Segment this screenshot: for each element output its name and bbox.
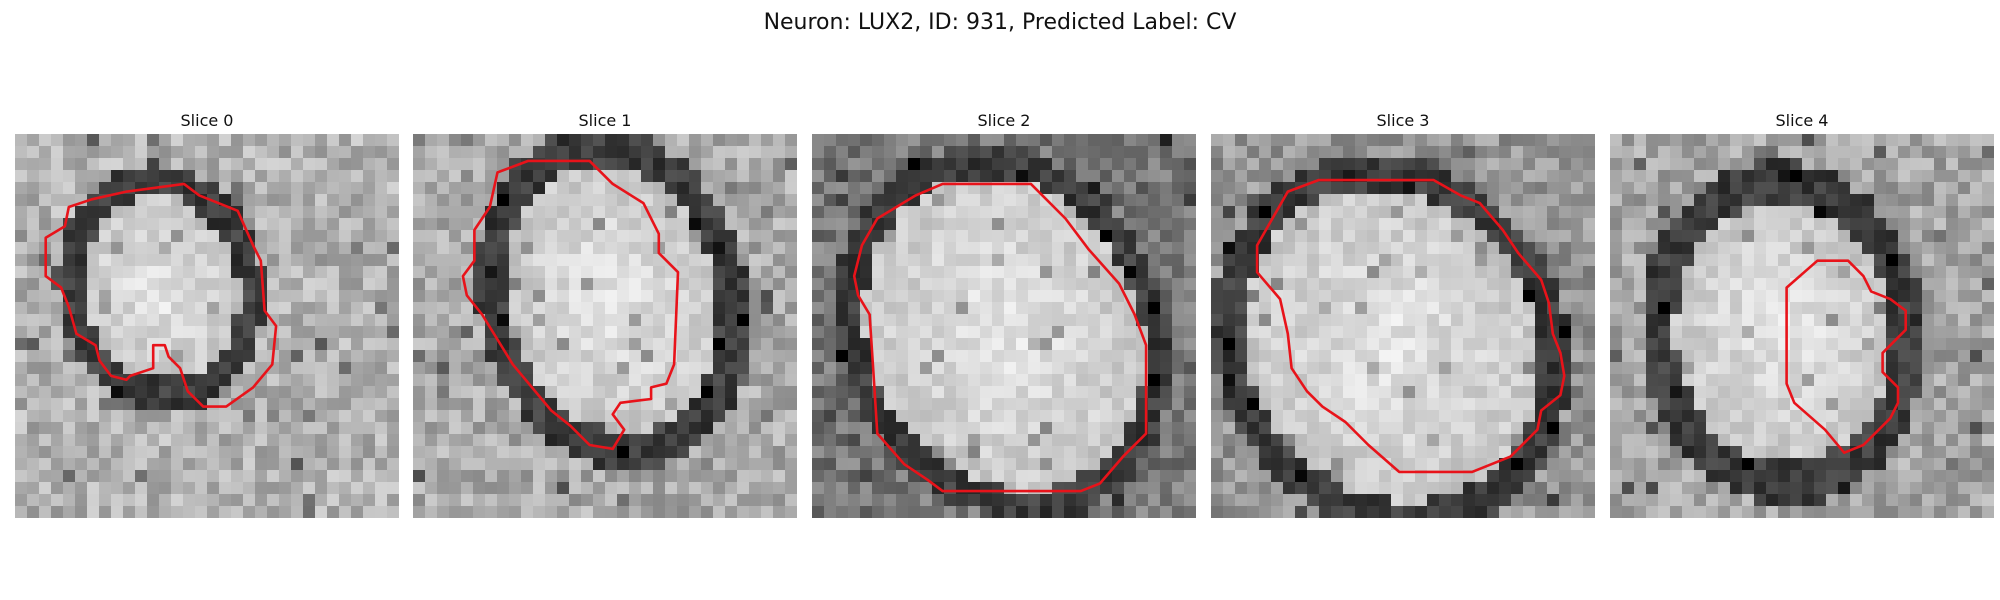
segmentation-contour	[461, 159, 680, 451]
microscopy-image	[1211, 134, 1595, 518]
figure-title: Neuron: LUX2, ID: 931, Predicted Label: …	[763, 10, 1237, 35]
slice-title: Slice 0	[180, 111, 234, 130]
slice-panel: Slice 0	[15, 108, 399, 520]
segmentation-contour	[1255, 178, 1566, 474]
microscopy-image	[413, 134, 797, 518]
slice-panel: Slice 3	[1211, 108, 1595, 520]
microscopy-image	[15, 134, 399, 518]
segmentation-contour	[1785, 259, 1908, 455]
segmentation-contour	[44, 182, 278, 408]
slice-title: Slice 3	[1376, 111, 1430, 130]
slice-panel: Slice 2	[812, 108, 1196, 520]
slice-title: Slice 4	[1775, 111, 1829, 130]
segmentation-contour	[852, 182, 1148, 493]
microscopy-image	[812, 134, 1196, 518]
slice-title: Slice 2	[977, 111, 1031, 130]
slice-panel: Slice 4	[1610, 108, 1994, 520]
slice-panel: Slice 1	[413, 108, 797, 520]
slice-title: Slice 1	[578, 111, 632, 130]
microscopy-image	[1610, 134, 1994, 518]
